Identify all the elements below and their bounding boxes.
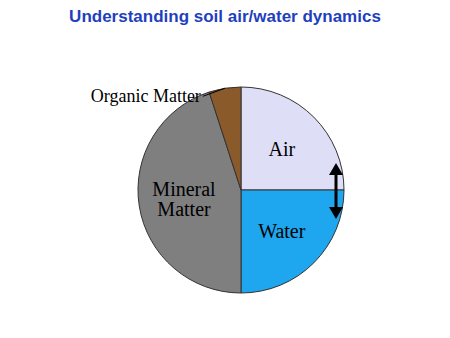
html-text:Understanding soil air/water d: Understanding soil air/water dynamics	[69, 7, 381, 26]
svg-text:Organic Matter: Organic Matter	[91, 86, 201, 106]
svg-text:MineralMatter: MineralMatter	[152, 178, 216, 220]
svg-text:Air: Air	[268, 138, 295, 160]
svg-text:Water: Water	[258, 220, 306, 242]
